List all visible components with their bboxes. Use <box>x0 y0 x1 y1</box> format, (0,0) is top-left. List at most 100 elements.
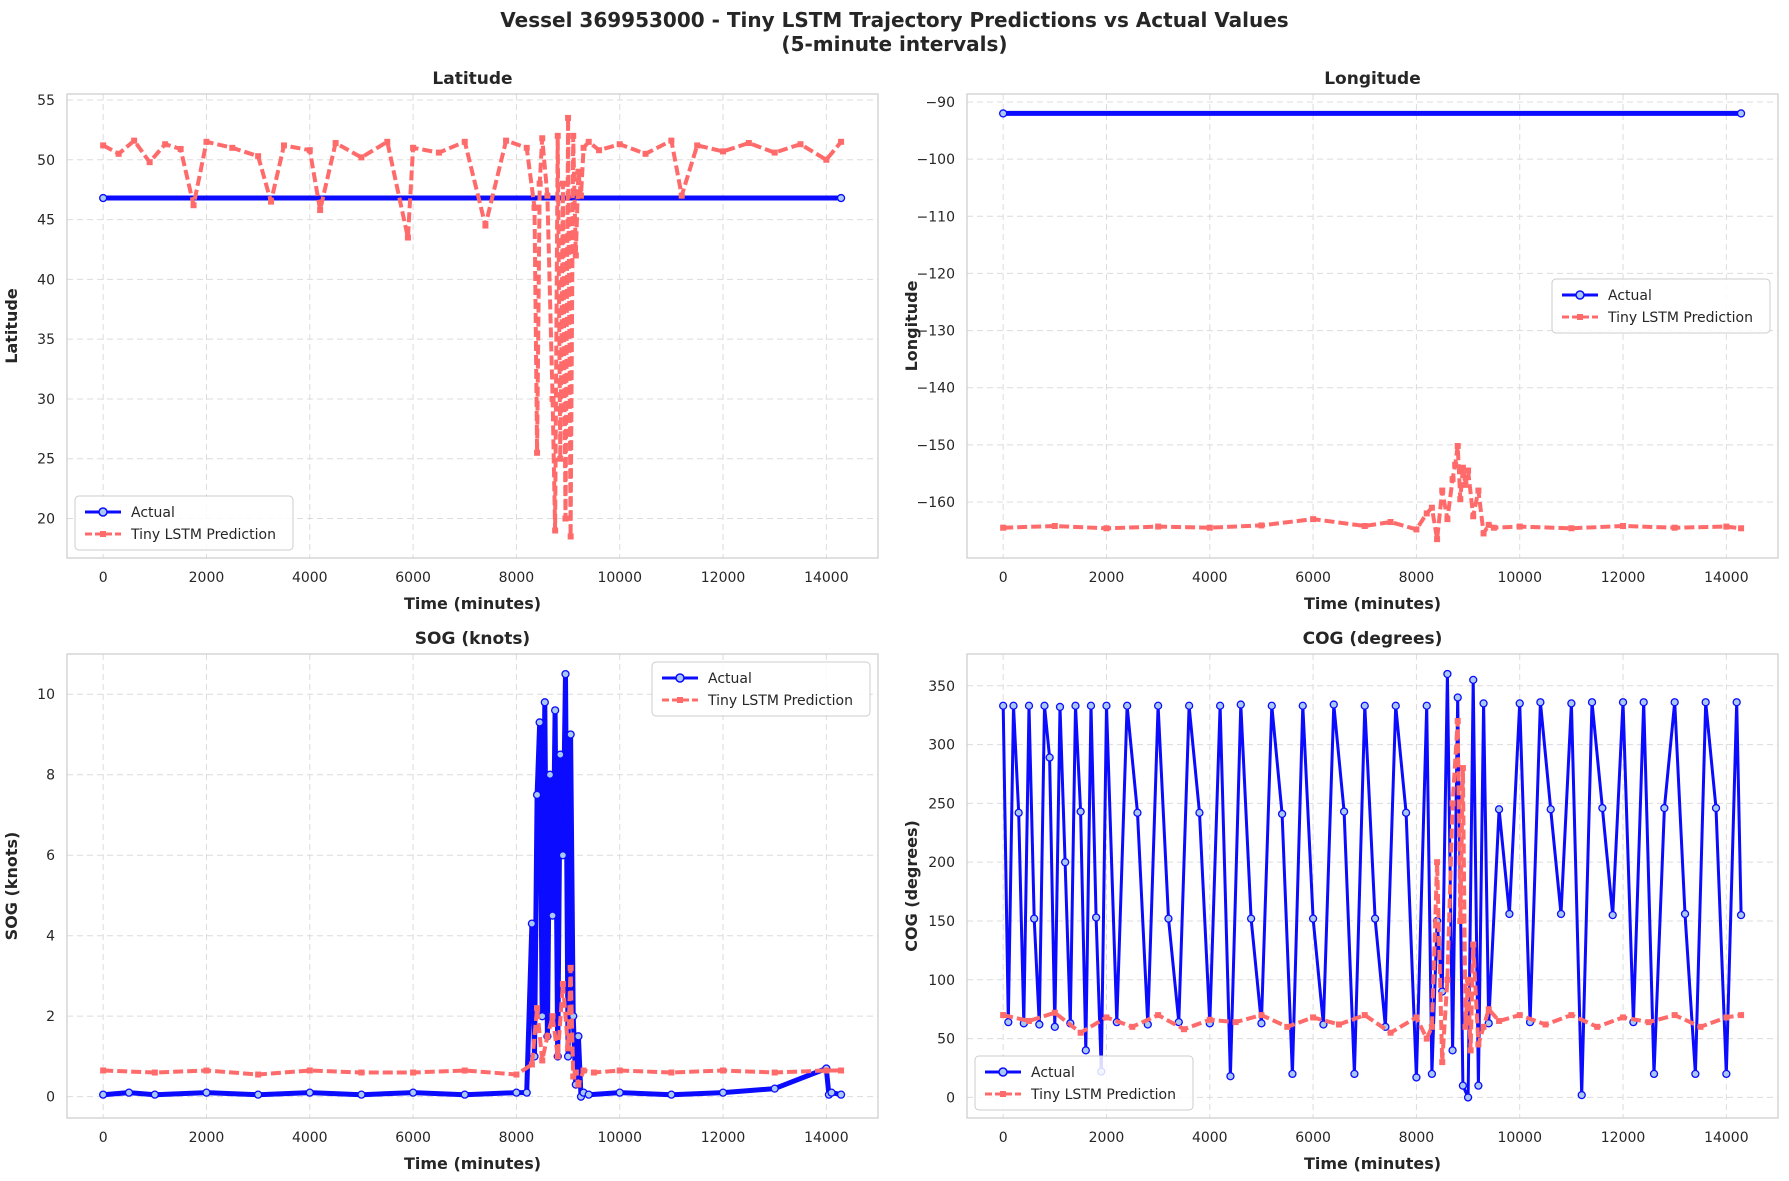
legend: Actual Tiny LSTM Prediction <box>74 495 294 551</box>
actual-point <box>1711 803 1721 813</box>
y-axis-label: Longitude <box>902 280 921 371</box>
prediction-point <box>1697 1023 1704 1030</box>
prediction-point <box>1434 536 1441 543</box>
prediction-point <box>435 149 442 156</box>
prediction-point <box>1051 1009 1058 1016</box>
prediction-point <box>1449 800 1456 807</box>
y-tick-label: 25 <box>37 452 55 468</box>
actual-point <box>527 919 537 928</box>
prediction-point <box>554 132 561 139</box>
actual-point <box>99 1090 108 1099</box>
actual-point <box>535 718 544 727</box>
prediction-point <box>100 142 107 149</box>
prediction-point <box>559 180 566 187</box>
legend-actual-label: Actual <box>1608 288 1652 304</box>
legend-prediction-label: Tiny LSTM Prediction <box>707 693 853 709</box>
prediction-point <box>1449 476 1456 483</box>
x-tick-label: 10000 <box>597 570 642 586</box>
prediction-point <box>1516 1012 1523 1019</box>
prediction-point <box>559 980 566 987</box>
prediction-point <box>1465 976 1472 983</box>
y-tick-label: 4 <box>46 929 55 945</box>
actual-point <box>1339 807 1349 816</box>
y-tick-label: −140 <box>917 381 955 397</box>
prediction-point <box>536 180 543 187</box>
prediction-point <box>1180 1026 1187 1033</box>
legend-actual-label: Actual <box>708 671 752 687</box>
prediction-point <box>1361 523 1368 529</box>
prediction-point <box>616 1067 623 1074</box>
prediction-point <box>1434 859 1441 866</box>
prediction-point <box>332 140 339 147</box>
prediction-point <box>1490 524 1497 531</box>
prediction-point <box>1077 1029 1084 1036</box>
subplot-title: Longitude <box>1324 69 1421 89</box>
prediction-point <box>115 150 122 157</box>
prediction-point <box>1232 1019 1239 1026</box>
prediction-point <box>1387 519 1394 525</box>
actual-point <box>512 1088 521 1097</box>
x-tick-label: 2000 <box>189 570 225 586</box>
prediction-point <box>1457 496 1464 503</box>
prediction-point <box>1467 1047 1474 1054</box>
plot-area <box>67 94 878 558</box>
axes-frame <box>66 653 879 1119</box>
prediction-point <box>668 137 675 144</box>
prediction-point <box>410 1069 417 1076</box>
subplot-title: Latitude <box>432 69 512 89</box>
prediction-point <box>1462 1023 1469 1030</box>
prediction-point <box>1480 530 1487 537</box>
actual-point <box>1484 1019 1493 1028</box>
actual-point <box>1401 808 1411 817</box>
actual-point <box>1350 1069 1359 1079</box>
actual-point <box>1050 1022 1059 1031</box>
actual-point <box>1060 858 1070 867</box>
prediction-point <box>1723 1014 1730 1021</box>
actual-point <box>836 193 846 203</box>
prediction-point <box>1129 1023 1136 1030</box>
prediction-point <box>255 1071 262 1078</box>
prediction-point <box>562 515 569 522</box>
x-tick-label: 0 <box>999 1130 1008 1146</box>
prediction-point <box>1723 523 1730 530</box>
prediction-point <box>1475 487 1482 494</box>
prediction-point <box>1310 516 1317 523</box>
actual-point <box>1618 698 1628 707</box>
prediction-point <box>1155 1012 1162 1019</box>
prediction-point <box>1457 917 1464 924</box>
prediction-point <box>1594 1023 1601 1030</box>
y-tick-label: 10 <box>37 687 55 703</box>
actual-point <box>1257 1019 1266 1028</box>
prediction-point <box>306 147 313 154</box>
actual-point <box>1422 701 1431 710</box>
subplot-2: 0 2000 4000 6000 8000 10000 12000 14000 −160 −150… <box>902 69 1779 613</box>
y-tick-label: 45 <box>37 213 55 229</box>
prediction-point <box>577 192 584 199</box>
x-tick-label: 14000 <box>804 1130 849 1146</box>
series-prediction-line <box>103 965 842 1087</box>
prediction-point <box>572 1069 579 1076</box>
actual-point <box>1722 1069 1731 1079</box>
prediction-point <box>190 202 197 209</box>
prediction-point <box>1000 524 1007 531</box>
prediction-point <box>503 137 510 144</box>
prediction-point <box>585 138 592 145</box>
actual-point <box>1184 701 1194 710</box>
prediction-point <box>1620 1014 1627 1021</box>
figure-title: Vessel 369953000 - Tiny LSTM Trajectory … <box>500 8 1289 32</box>
actual-point <box>1732 698 1741 707</box>
prediction-point <box>1103 1014 1110 1021</box>
series-group <box>99 669 846 1101</box>
actual-point <box>1164 914 1173 923</box>
prediction-point <box>1465 467 1472 474</box>
y-tick-label: 0 <box>46 1090 55 1106</box>
prediction-point <box>146 159 153 166</box>
actual-point <box>1236 700 1245 709</box>
prediction-point <box>552 527 559 534</box>
prediction-point <box>1444 976 1451 983</box>
subplot-title: COG (degrees) <box>1303 629 1443 649</box>
x-tick-label: 12000 <box>1601 1130 1646 1146</box>
prediction-point <box>565 1045 572 1052</box>
prediction-point <box>1470 941 1477 948</box>
x-tick-label: 8000 <box>499 1130 535 1146</box>
